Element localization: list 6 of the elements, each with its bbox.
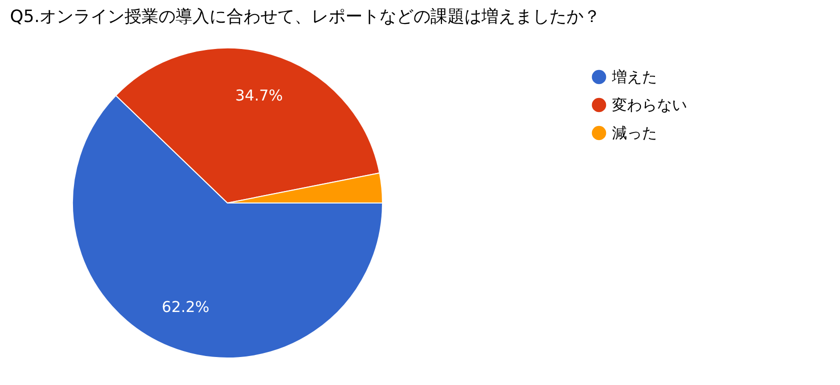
data-label: 62.2% xyxy=(162,298,210,316)
data-label: 34.7% xyxy=(235,86,283,105)
legend-label: 減った xyxy=(612,124,657,142)
legend-label: 増えた xyxy=(611,68,657,86)
legend-label: 変わらない xyxy=(612,96,687,114)
chart-title: Q5.オンライン授業の導入に合わせて、レポートなどの課題は増えましたか？ xyxy=(10,7,601,27)
